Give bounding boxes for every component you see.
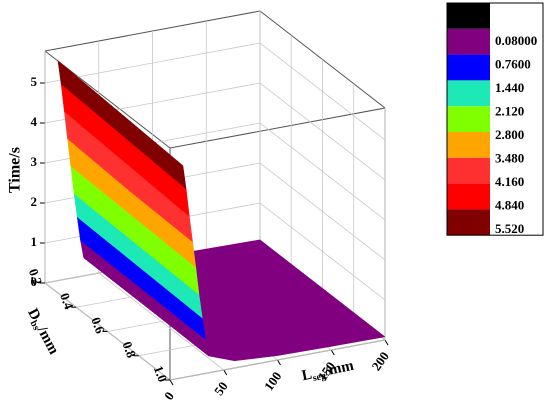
colorbar-block — [447, 54, 490, 81]
colorbar-block — [447, 157, 490, 184]
colorbar-frame — [446, 2, 544, 236]
x-label-sub: seg — [312, 371, 327, 385]
y-tick-label: 0.6 — [88, 315, 108, 336]
colorbar-label: 0.08000 — [495, 33, 537, 48]
x-tick — [277, 359, 281, 366]
colorbar-label: 3.480 — [495, 150, 524, 165]
colorbar-label: 2.120 — [495, 103, 524, 118]
colorbar-label: 1.440 — [495, 80, 524, 95]
y-grid-line — [169, 108, 386, 381]
y-label-sub: bs — [27, 319, 41, 333]
box-edge — [169, 107, 386, 149]
y-tick-label: 0.2 — [26, 267, 46, 287]
z-tick-label: 0 — [31, 274, 38, 289]
x-tick — [223, 369, 228, 376]
colorbar-label: 4.160 — [495, 174, 524, 189]
y-tick-label: 0.8 — [120, 339, 140, 360]
x-tick-label: 50 — [211, 379, 231, 398]
surface-patch — [120, 112, 187, 190]
x-tick-label: 200 — [368, 349, 391, 374]
colorbar-label: 2.800 — [495, 127, 524, 142]
colorbar-block — [447, 28, 490, 55]
y-tick-label: 0.4 — [57, 291, 77, 312]
colorbar-block — [447, 183, 490, 210]
y-tick-label: 1.0 — [151, 364, 171, 384]
x-tick-label: 0 — [161, 389, 177, 403]
x-tick — [330, 349, 335, 356]
z-tick-label: 2 — [31, 194, 38, 209]
z-tick-label: 3 — [31, 154, 38, 169]
z-tick-label: 5 — [31, 74, 38, 89]
colorbar-block — [447, 209, 490, 236]
colorbar-block — [447, 80, 490, 107]
colorbar-label: 0.7600 — [495, 56, 531, 71]
z-tick-label: 4 — [31, 114, 38, 129]
colorbar-block — [447, 106, 490, 132]
colorbar-label: 5.520 — [495, 221, 524, 236]
z-axis-label: Time/s — [7, 147, 24, 193]
colorbar-label: 4.840 — [495, 197, 524, 212]
z-tick-label: 1 — [31, 234, 38, 249]
x-label-unit: /mm — [322, 358, 355, 380]
x-tick — [169, 379, 174, 386]
y-axis-label: Dbs/mm — [22, 306, 61, 358]
x-label-main: L — [301, 367, 314, 385]
x-axis-label: Lseg/mm — [301, 358, 357, 386]
colorbar-block — [447, 3, 490, 29]
x-tick-label: 100 — [261, 369, 284, 394]
x-tick — [384, 339, 389, 346]
colorbar-block — [447, 132, 490, 158]
